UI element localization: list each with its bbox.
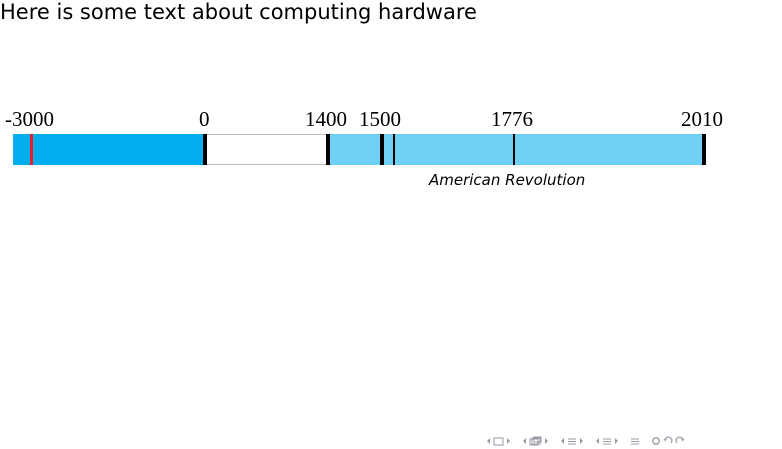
back-icon[interactable]	[662, 435, 674, 447]
forward-icon[interactable]	[674, 435, 686, 447]
section-icon[interactable]	[566, 435, 578, 447]
section-next-icon[interactable]	[578, 435, 585, 447]
slide-prev-icon[interactable]	[594, 435, 601, 447]
timeline-marker-0	[203, 134, 207, 165]
timeline-segment-modern	[328, 134, 705, 165]
slide-icon[interactable]	[601, 435, 613, 447]
tick-label-1500: 1500	[359, 107, 401, 131]
section-prev-icon[interactable]	[559, 435, 566, 447]
slide-title: Here is some text about computing hardwa…	[0, 0, 477, 24]
align-icon[interactable]	[629, 435, 641, 447]
timeline-marker-red	[30, 134, 33, 165]
tick-label-2010: 2010	[681, 107, 723, 131]
search-icon[interactable]	[650, 435, 662, 447]
subsection-icon[interactable]	[528, 435, 543, 447]
nav-subsection-group	[521, 435, 550, 447]
tick-label-1776: 1776	[491, 107, 533, 131]
frame-prev-icon[interactable]	[485, 435, 492, 447]
timeline-segment-ancient	[13, 134, 205, 165]
tick-label-1400: 1400	[305, 107, 347, 131]
annotation-american-revolution: American Revolution	[429, 171, 586, 189]
timeline-marker-1776	[513, 134, 515, 165]
timeline-marker-2010	[702, 134, 706, 165]
nav-frame-group	[485, 435, 512, 447]
timeline-marker-minor	[393, 134, 395, 165]
frame-next-icon[interactable]	[505, 435, 512, 447]
slide-next-icon[interactable]	[613, 435, 620, 447]
beamer-navigation-bar	[485, 434, 695, 448]
tick-label-minus-3000: -3000	[5, 107, 54, 131]
timeline-marker-1500	[380, 134, 384, 165]
frame-icon[interactable]	[492, 435, 505, 447]
nav-align-group	[629, 435, 641, 447]
timeline-segment-middle	[205, 134, 328, 165]
subsection-prev-icon[interactable]	[521, 435, 528, 447]
timeline-marker-1400	[326, 134, 330, 165]
nav-slide-group	[594, 435, 620, 447]
subsection-next-icon[interactable]	[543, 435, 550, 447]
nav-section-group	[559, 435, 585, 447]
tick-label-0: 0	[199, 107, 210, 131]
nav-search-group	[650, 435, 686, 447]
